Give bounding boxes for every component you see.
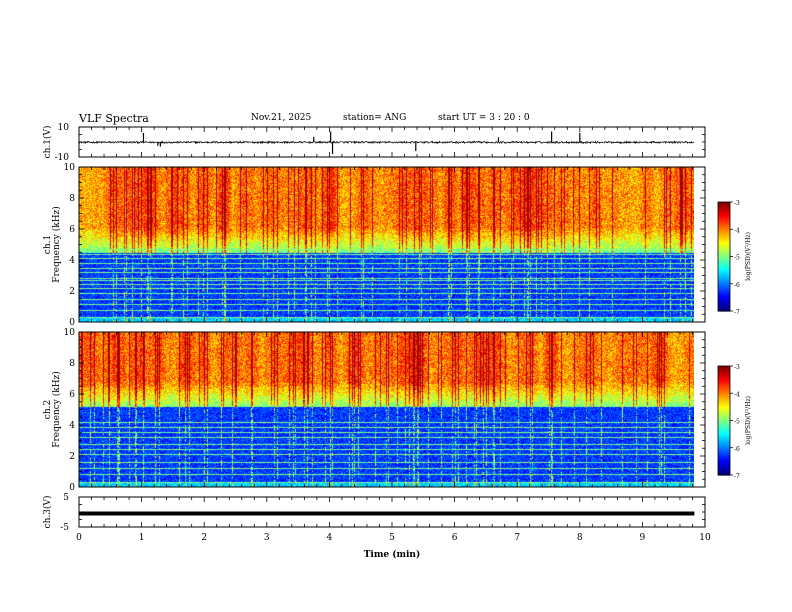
x-tick-label: 2 [201, 533, 207, 543]
ch1-spectrogram-ytick-label: 0 [69, 318, 75, 328]
ch2-spectrogram-ytick-label: 10 [64, 328, 76, 338]
ch1-spectrogram-raster [79, 167, 694, 322]
ch1-waveform-ylabel: ch.1(V) [42, 126, 53, 159]
x-tick-label: 1 [139, 533, 145, 543]
ch2-spectrogram-ytick-label: 2 [69, 452, 75, 462]
ch1-spectrogram-ytick-label: 2 [69, 287, 75, 297]
ch3-waveform-ytick-bottom: -5 [60, 523, 69, 533]
x-tick-label: 7 [514, 533, 520, 543]
ch2-spectrogram-ytick-label: 0 [69, 483, 75, 493]
x-tick-label: 5 [389, 533, 395, 543]
ch2-spectrogram-colorbar-tick: -3 [734, 364, 740, 371]
ch2-spectrogram-colorbar-tick: -7 [734, 473, 740, 480]
x-tick-label: 4 [327, 533, 333, 543]
ch1-waveform-axes [78, 126, 706, 158]
ch2-spectrogram-colorbar-tick: -4 [734, 391, 740, 398]
x-axis-label: Time (min) [364, 549, 421, 560]
x-tick-label: 8 [577, 533, 583, 543]
x-tick-label: 0 [76, 533, 82, 543]
ch2-spectrogram-colorbar-tick: -6 [734, 446, 740, 453]
ch1-spectrogram-colorbar-label: log(PSD)(V²/Hz) [745, 232, 752, 281]
ch2-spectrogram-ytick-label: 4 [69, 421, 75, 431]
ch2-spectrogram-ytick-label: 8 [69, 359, 75, 369]
ch1-spectrogram-axes [78, 166, 706, 323]
start-time-label: start UT = 3 : 20 : 0 [438, 113, 530, 123]
figure-title: VLF Spectra [79, 112, 149, 125]
ch1-spectrogram-colorbar-tick: -4 [734, 227, 740, 234]
ch1-spectrogram-colorbar-tick: -7 [734, 309, 740, 316]
ch1-spectrogram-ylabel: ch.1 [43, 235, 53, 254]
x-tick-label: 6 [452, 533, 458, 543]
ch2-spectrogram-colorbar-tick: -5 [734, 419, 740, 426]
ch2-spectrogram-ylabel2: Frequency (kHz) [51, 371, 62, 448]
ch1-spectrogram-ytick-label: 10 [64, 163, 76, 173]
ch1-spectrogram-ytick-label: 6 [69, 225, 75, 235]
ch1-spectrogram-colorbar [717, 201, 733, 312]
ch2-spectrogram-colorbar [717, 365, 733, 476]
ch3-waveform-axes [78, 496, 706, 528]
ch2-spectrogram-ytick-label: 6 [69, 390, 75, 400]
x-tick-label: 10 [699, 533, 711, 543]
ch2-spectrogram-ylabel: ch.2 [43, 400, 53, 419]
ch1-spectrogram-ytick-label: 8 [69, 194, 75, 204]
ch1-spectrogram-colorbar-tick: -5 [734, 255, 740, 262]
ch1-waveform-ytick-bottom: -10 [55, 153, 70, 163]
ch1-spectrogram-ylabel2: Frequency (kHz) [51, 206, 62, 283]
station-label: station= ANG [343, 113, 407, 123]
x-tick-label: 9 [640, 533, 646, 543]
ch3-waveform-ylabel: ch.3(V) [42, 496, 53, 529]
ch2-spectrogram-axes [78, 331, 706, 488]
x-tick-label: 3 [264, 533, 270, 543]
ch1-waveform-ytick-top: 10 [58, 123, 70, 133]
ch2-spectrogram-colorbar-label: log(PSD)(V²/Hz) [745, 396, 752, 445]
ch2-spectrogram-raster [79, 332, 694, 487]
ch1-spectrogram-ytick-label: 4 [69, 256, 75, 266]
ch1-spectrogram-colorbar-tick: -3 [734, 200, 740, 207]
ch3-waveform-ytick-top: 5 [63, 493, 69, 503]
ch1-spectrogram-colorbar-tick: -6 [734, 282, 740, 289]
date-label: Nov.21, 2025 [251, 113, 312, 123]
ch1-waveform-trace [79, 140, 695, 145]
